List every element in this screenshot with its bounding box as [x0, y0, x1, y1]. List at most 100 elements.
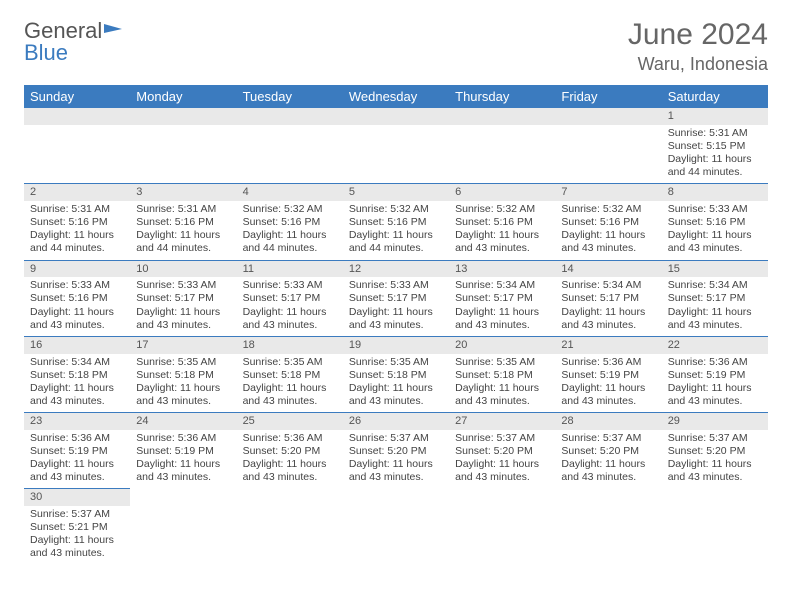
calendar-row: 30Sunrise: 5:37 AMSunset: 5:21 PMDayligh… [24, 488, 768, 564]
calendar-cell: 16Sunrise: 5:34 AMSunset: 5:18 PMDayligh… [24, 336, 130, 412]
day-body: Sunrise: 5:35 AMSunset: 5:18 PMDaylight:… [237, 354, 343, 413]
calendar-cell: 4Sunrise: 5:32 AMSunset: 5:16 PMDaylight… [237, 183, 343, 259]
day-body: Sunrise: 5:37 AMSunset: 5:20 PMDaylight:… [449, 430, 555, 489]
day-number: 22 [662, 336, 768, 354]
daylight-text: Daylight: 11 hours and 43 minutes. [668, 229, 762, 255]
daylight-text: Daylight: 11 hours and 43 minutes. [349, 382, 443, 408]
sunset-text: Sunset: 5:20 PM [243, 445, 337, 458]
title-block: June 2024 Waru, Indonesia [628, 18, 768, 75]
calendar-cell [130, 488, 236, 564]
day-body: Sunrise: 5:33 AMSunset: 5:16 PMDaylight:… [662, 201, 768, 260]
sunset-text: Sunset: 5:16 PM [136, 216, 230, 229]
calendar-cell [130, 108, 236, 183]
sunrise-text: Sunrise: 5:32 AM [243, 203, 337, 216]
sunset-text: Sunset: 5:18 PM [243, 369, 337, 382]
calendar-cell: 21Sunrise: 5:36 AMSunset: 5:19 PMDayligh… [555, 336, 661, 412]
day-number: 2 [24, 183, 130, 201]
calendar-cell: 12Sunrise: 5:33 AMSunset: 5:17 PMDayligh… [343, 260, 449, 336]
day-number: 6 [449, 183, 555, 201]
daylight-text: Daylight: 11 hours and 43 minutes. [561, 229, 655, 255]
day-body: Sunrise: 5:37 AMSunset: 5:20 PMDaylight:… [555, 430, 661, 489]
calendar-cell: 19Sunrise: 5:35 AMSunset: 5:18 PMDayligh… [343, 336, 449, 412]
daylight-text: Daylight: 11 hours and 43 minutes. [455, 306, 549, 332]
calendar-cell: 9Sunrise: 5:33 AMSunset: 5:16 PMDaylight… [24, 260, 130, 336]
sunset-text: Sunset: 5:15 PM [668, 140, 762, 153]
calendar-cell: 18Sunrise: 5:35 AMSunset: 5:18 PMDayligh… [237, 336, 343, 412]
calendar-cell: 15Sunrise: 5:34 AMSunset: 5:17 PMDayligh… [662, 260, 768, 336]
daylight-text: Daylight: 11 hours and 43 minutes. [30, 306, 124, 332]
sunset-text: Sunset: 5:16 PM [243, 216, 337, 229]
logo: GeneralBlue [24, 18, 124, 66]
sunrise-text: Sunrise: 5:33 AM [30, 279, 124, 292]
calendar-cell [237, 488, 343, 564]
sunrise-text: Sunrise: 5:37 AM [30, 508, 124, 521]
sunset-text: Sunset: 5:19 PM [30, 445, 124, 458]
weekday-header: Wednesday [343, 85, 449, 108]
page-title: June 2024 [628, 18, 768, 52]
calendar-cell [343, 488, 449, 564]
day-number: 12 [343, 260, 449, 278]
calendar-cell: 26Sunrise: 5:37 AMSunset: 5:20 PMDayligh… [343, 412, 449, 488]
day-body: Sunrise: 5:32 AMSunset: 5:16 PMDaylight:… [237, 201, 343, 260]
day-body: Sunrise: 5:37 AMSunset: 5:20 PMDaylight:… [343, 430, 449, 489]
sunrise-text: Sunrise: 5:36 AM [668, 356, 762, 369]
calendar-cell: 23Sunrise: 5:36 AMSunset: 5:19 PMDayligh… [24, 412, 130, 488]
daylight-text: Daylight: 11 hours and 44 minutes. [30, 229, 124, 255]
sunrise-text: Sunrise: 5:36 AM [243, 432, 337, 445]
calendar-cell [237, 108, 343, 183]
day-number: 3 [130, 183, 236, 201]
day-body: Sunrise: 5:32 AMSunset: 5:16 PMDaylight:… [343, 201, 449, 260]
sunset-text: Sunset: 5:16 PM [30, 292, 124, 305]
sunrise-text: Sunrise: 5:33 AM [243, 279, 337, 292]
sunrise-text: Sunrise: 5:35 AM [243, 356, 337, 369]
sunrise-text: Sunrise: 5:31 AM [136, 203, 230, 216]
calendar-cell: 10Sunrise: 5:33 AMSunset: 5:17 PMDayligh… [130, 260, 236, 336]
calendar-cell: 28Sunrise: 5:37 AMSunset: 5:20 PMDayligh… [555, 412, 661, 488]
weekday-header: Sunday [24, 85, 130, 108]
sunset-text: Sunset: 5:18 PM [455, 369, 549, 382]
calendar-cell: 20Sunrise: 5:35 AMSunset: 5:18 PMDayligh… [449, 336, 555, 412]
calendar-cell: 7Sunrise: 5:32 AMSunset: 5:16 PMDaylight… [555, 183, 661, 259]
day-number: 20 [449, 336, 555, 354]
day-number: 11 [237, 260, 343, 278]
sunrise-text: Sunrise: 5:37 AM [349, 432, 443, 445]
weekday-header: Thursday [449, 85, 555, 108]
day-body: Sunrise: 5:34 AMSunset: 5:17 PMDaylight:… [555, 277, 661, 336]
day-body: Sunrise: 5:35 AMSunset: 5:18 PMDaylight:… [343, 354, 449, 413]
day-number: 19 [343, 336, 449, 354]
calendar-row: 2Sunrise: 5:31 AMSunset: 5:16 PMDaylight… [24, 183, 768, 259]
sunset-text: Sunset: 5:17 PM [668, 292, 762, 305]
day-body: Sunrise: 5:31 AMSunset: 5:15 PMDaylight:… [662, 125, 768, 184]
header: GeneralBlue June 2024 Waru, Indonesia [24, 18, 768, 75]
sunrise-text: Sunrise: 5:32 AM [455, 203, 549, 216]
daylight-text: Daylight: 11 hours and 43 minutes. [30, 534, 124, 560]
sunrise-text: Sunrise: 5:37 AM [455, 432, 549, 445]
empty-day-header [343, 108, 449, 125]
daylight-text: Daylight: 11 hours and 44 minutes. [243, 229, 337, 255]
sunset-text: Sunset: 5:17 PM [455, 292, 549, 305]
sunset-text: Sunset: 5:20 PM [561, 445, 655, 458]
empty-day-header [237, 108, 343, 125]
day-body: Sunrise: 5:31 AMSunset: 5:16 PMDaylight:… [24, 201, 130, 260]
daylight-text: Daylight: 11 hours and 44 minutes. [136, 229, 230, 255]
sunrise-text: Sunrise: 5:34 AM [30, 356, 124, 369]
calendar-cell: 17Sunrise: 5:35 AMSunset: 5:18 PMDayligh… [130, 336, 236, 412]
location-subtitle: Waru, Indonesia [628, 54, 768, 75]
day-number: 1 [662, 108, 768, 125]
calendar-row: 1Sunrise: 5:31 AMSunset: 5:15 PMDaylight… [24, 108, 768, 183]
calendar-cell: 22Sunrise: 5:36 AMSunset: 5:19 PMDayligh… [662, 336, 768, 412]
daylight-text: Daylight: 11 hours and 44 minutes. [668, 153, 762, 179]
empty-day-header [130, 108, 236, 125]
calendar-cell: 8Sunrise: 5:33 AMSunset: 5:16 PMDaylight… [662, 183, 768, 259]
sunrise-text: Sunrise: 5:37 AM [668, 432, 762, 445]
day-body: Sunrise: 5:34 AMSunset: 5:17 PMDaylight:… [662, 277, 768, 336]
calendar-cell: 24Sunrise: 5:36 AMSunset: 5:19 PMDayligh… [130, 412, 236, 488]
day-body: Sunrise: 5:36 AMSunset: 5:19 PMDaylight:… [130, 430, 236, 489]
sunrise-text: Sunrise: 5:33 AM [136, 279, 230, 292]
sunrise-text: Sunrise: 5:31 AM [30, 203, 124, 216]
day-body: Sunrise: 5:33 AMSunset: 5:17 PMDaylight:… [130, 277, 236, 336]
day-body: Sunrise: 5:33 AMSunset: 5:17 PMDaylight:… [343, 277, 449, 336]
sunset-text: Sunset: 5:18 PM [349, 369, 443, 382]
sunrise-text: Sunrise: 5:33 AM [668, 203, 762, 216]
sunset-text: Sunset: 5:17 PM [349, 292, 443, 305]
